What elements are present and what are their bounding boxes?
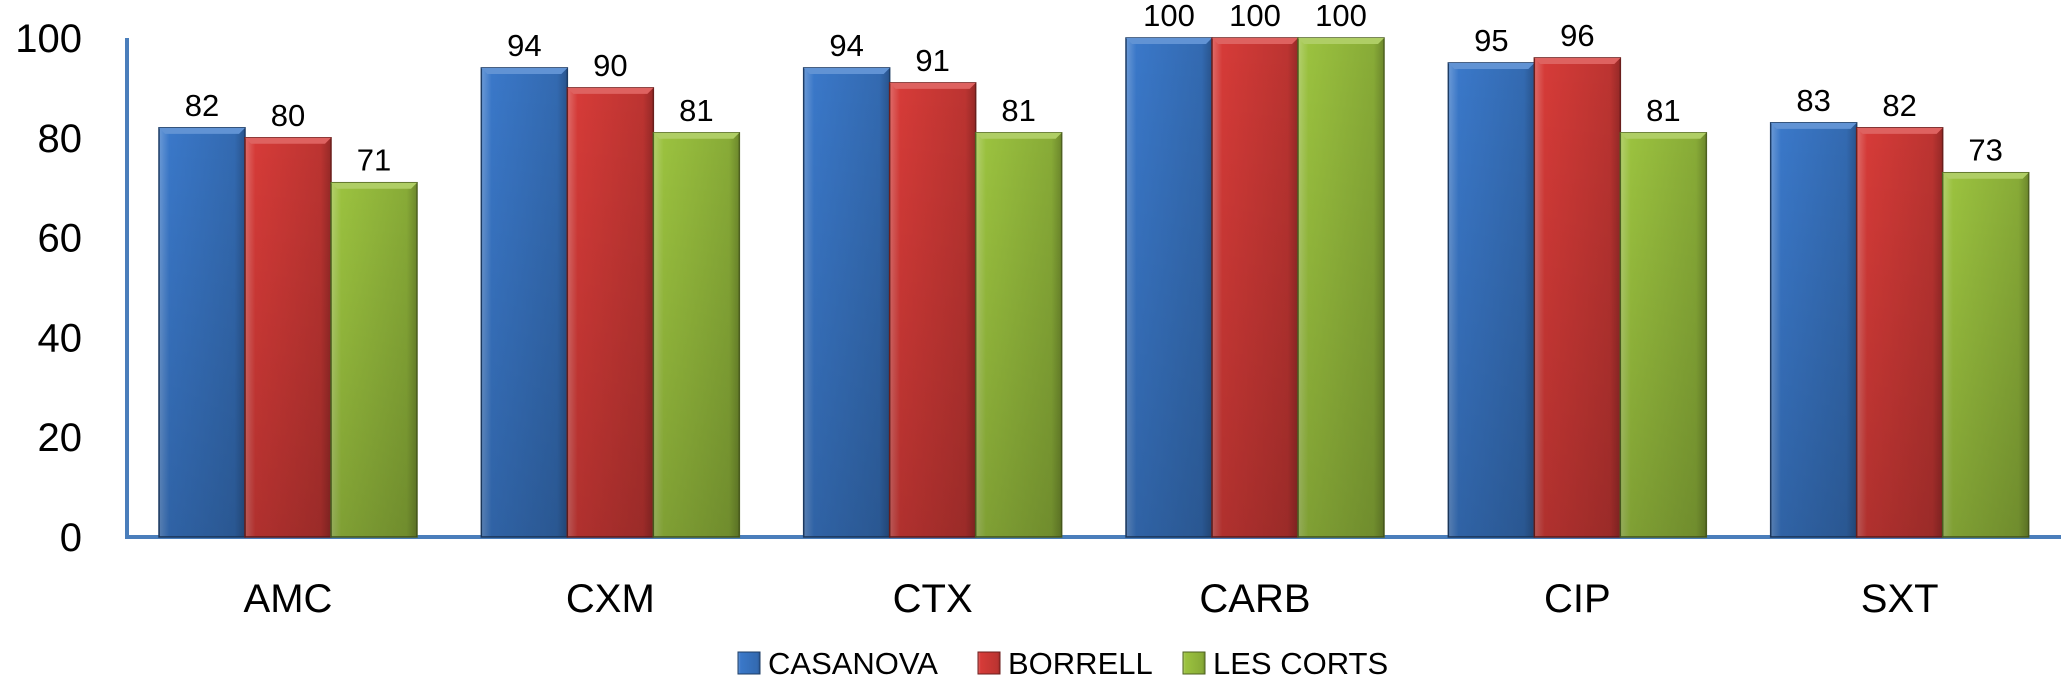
data-label: 91 [915, 43, 949, 78]
legend-swatch [737, 651, 761, 675]
data-label: 73 [1968, 133, 2002, 168]
x-tick-label: AMC [244, 577, 333, 621]
data-label: 82 [185, 88, 219, 123]
data-label: 100 [1315, 0, 1367, 33]
bar-shading [1212, 38, 1298, 537]
bar-top-bevel [1448, 62, 1535, 69]
bar-shading [889, 82, 976, 537]
bar-top-bevel [653, 132, 740, 139]
y-tick-label: 0 [60, 516, 82, 560]
x-tick-label: CXM [566, 577, 655, 621]
data-label: 80 [271, 98, 305, 133]
bar-top-bevel [567, 87, 654, 94]
data-label: 100 [1143, 0, 1195, 33]
data-label: 95 [1474, 23, 1508, 58]
bar-top-bevel [1770, 122, 1857, 129]
bar-shading [1448, 62, 1535, 537]
y-tick-label: 80 [38, 117, 83, 161]
bar-shading [1534, 57, 1621, 538]
bar-top-bevel [1298, 38, 1384, 44]
bar-shading [1942, 172, 2029, 538]
bar-shading [245, 137, 331, 538]
data-label: 94 [829, 28, 863, 63]
bar-top-bevel [889, 82, 976, 89]
bars [158, 37, 2030, 538]
x-tick-label: CTX [893, 577, 973, 621]
bar-shading [1620, 132, 1707, 537]
bar-top-bevel [159, 127, 245, 134]
data-label: 81 [1001, 93, 1035, 128]
bar-top-bevel [331, 182, 417, 189]
bar-shading [481, 67, 568, 537]
data-label: 100 [1229, 0, 1281, 33]
data-label: 94 [507, 28, 541, 63]
legend-swatch [977, 651, 1001, 675]
bar-shading [1298, 38, 1384, 537]
legend-label: LES CORTS [1213, 646, 1388, 681]
bar-shading [331, 182, 417, 537]
bar-shading [1126, 38, 1212, 537]
data-label: 96 [1560, 18, 1594, 53]
bar-top-bevel [975, 132, 1062, 139]
x-tick-label: SXT [1861, 577, 1939, 621]
y-tick-label: 60 [38, 217, 83, 261]
data-label: 81 [679, 93, 713, 128]
bar-shading [653, 132, 740, 537]
bar-top-bevel [481, 67, 568, 74]
bar-top-bevel [1126, 38, 1212, 44]
y-tick-label: 100 [15, 17, 82, 61]
legend-label: CASANOVA [768, 646, 938, 681]
legend: CASANOVA BORRELL LES CORTS [737, 646, 1388, 681]
bar-shading [1856, 127, 1943, 537]
y-tick-label: 20 [38, 416, 83, 460]
data-label: 82 [1882, 88, 1916, 123]
bar-shading [567, 87, 654, 538]
axes: 0 20 40 60 80 100 AMC CXM CTX CARB CIP SXT [15, 17, 2061, 621]
legend-swatch [1182, 651, 1206, 675]
bar-top-bevel [1212, 38, 1298, 44]
bar-shading [803, 67, 890, 537]
bar-top-bevel [1620, 132, 1707, 139]
bar-top-bevel [1534, 57, 1621, 64]
bar-top-bevel [803, 67, 890, 74]
bar-shading [975, 132, 1062, 537]
bar-shading [1770, 122, 1857, 537]
data-label: 90 [593, 48, 627, 83]
data-labels: 82 80 71 94 90 81 94 91 81 100 100 100 95 96 81 83 82 73 [185, 0, 2003, 178]
x-tick-label: CIP [1544, 577, 1611, 621]
data-label: 83 [1796, 83, 1830, 118]
bar-top-bevel [245, 137, 331, 144]
data-label: 81 [1646, 93, 1680, 128]
x-tick-label: CARB [1199, 577, 1310, 621]
bar-shading [159, 127, 245, 537]
bar-top-bevel [1942, 172, 2029, 179]
legend-label: BORRELL [1008, 646, 1153, 681]
y-tick-label: 40 [38, 316, 83, 360]
bar-top-bevel [1856, 127, 1943, 134]
data-label: 71 [357, 143, 391, 178]
